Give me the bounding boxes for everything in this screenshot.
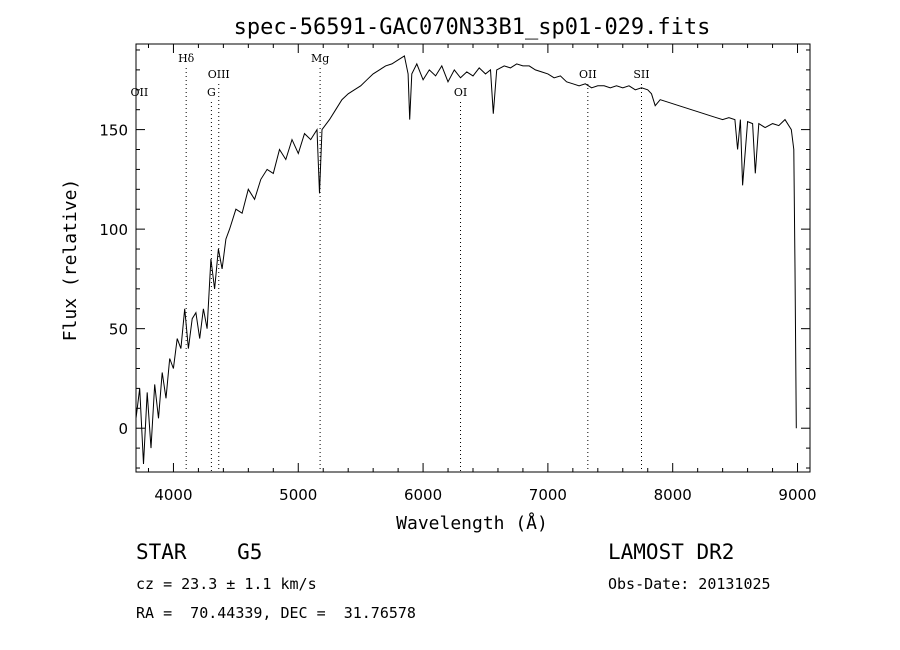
y-tick-label: 0: [118, 420, 128, 438]
spectral-line-label: G: [207, 86, 216, 99]
x-tick-label: 9000: [778, 486, 816, 504]
x-tick-label: 7000: [529, 486, 567, 504]
x-tick-label: 4000: [154, 486, 192, 504]
plot-frame: [135, 43, 811, 473]
y-tick-label: 150: [99, 122, 128, 140]
x-tick-label: 5000: [279, 486, 317, 504]
spectral-line-label: OIII: [208, 68, 230, 81]
spectral-line-label: OI: [454, 86, 467, 99]
object-class: STAR G5: [136, 540, 263, 564]
spectral-line-label: OII: [579, 68, 597, 81]
x-axis-label: Wavelength (Å): [396, 512, 548, 534]
survey-name: LAMOST DR2: [608, 540, 735, 564]
chart-title: spec-56591-GAC070N33B1_sp01-029.fits: [234, 15, 711, 40]
spectral-line-label: SII: [633, 68, 649, 81]
y-axis-label: Flux (relative): [60, 179, 81, 342]
x-tick-label: 8000: [654, 486, 692, 504]
x-tick-label: 6000: [404, 486, 442, 504]
y-tick-label: 50: [109, 321, 128, 339]
obs-date: Obs-Date: 20131025: [608, 575, 771, 593]
redshift-text: cz = 23.3 ± 1.1 km/s: [136, 575, 317, 593]
spectral-line-label: Hδ: [178, 52, 195, 65]
y-tick-label: 100: [99, 221, 128, 239]
spectral-line-label: Mg: [311, 52, 329, 65]
spectrum-line: [135, 55, 797, 465]
coordinates: RA = 70.44339, DEC = 31.76578: [136, 604, 416, 622]
spectral-line-label: OII: [131, 86, 149, 99]
